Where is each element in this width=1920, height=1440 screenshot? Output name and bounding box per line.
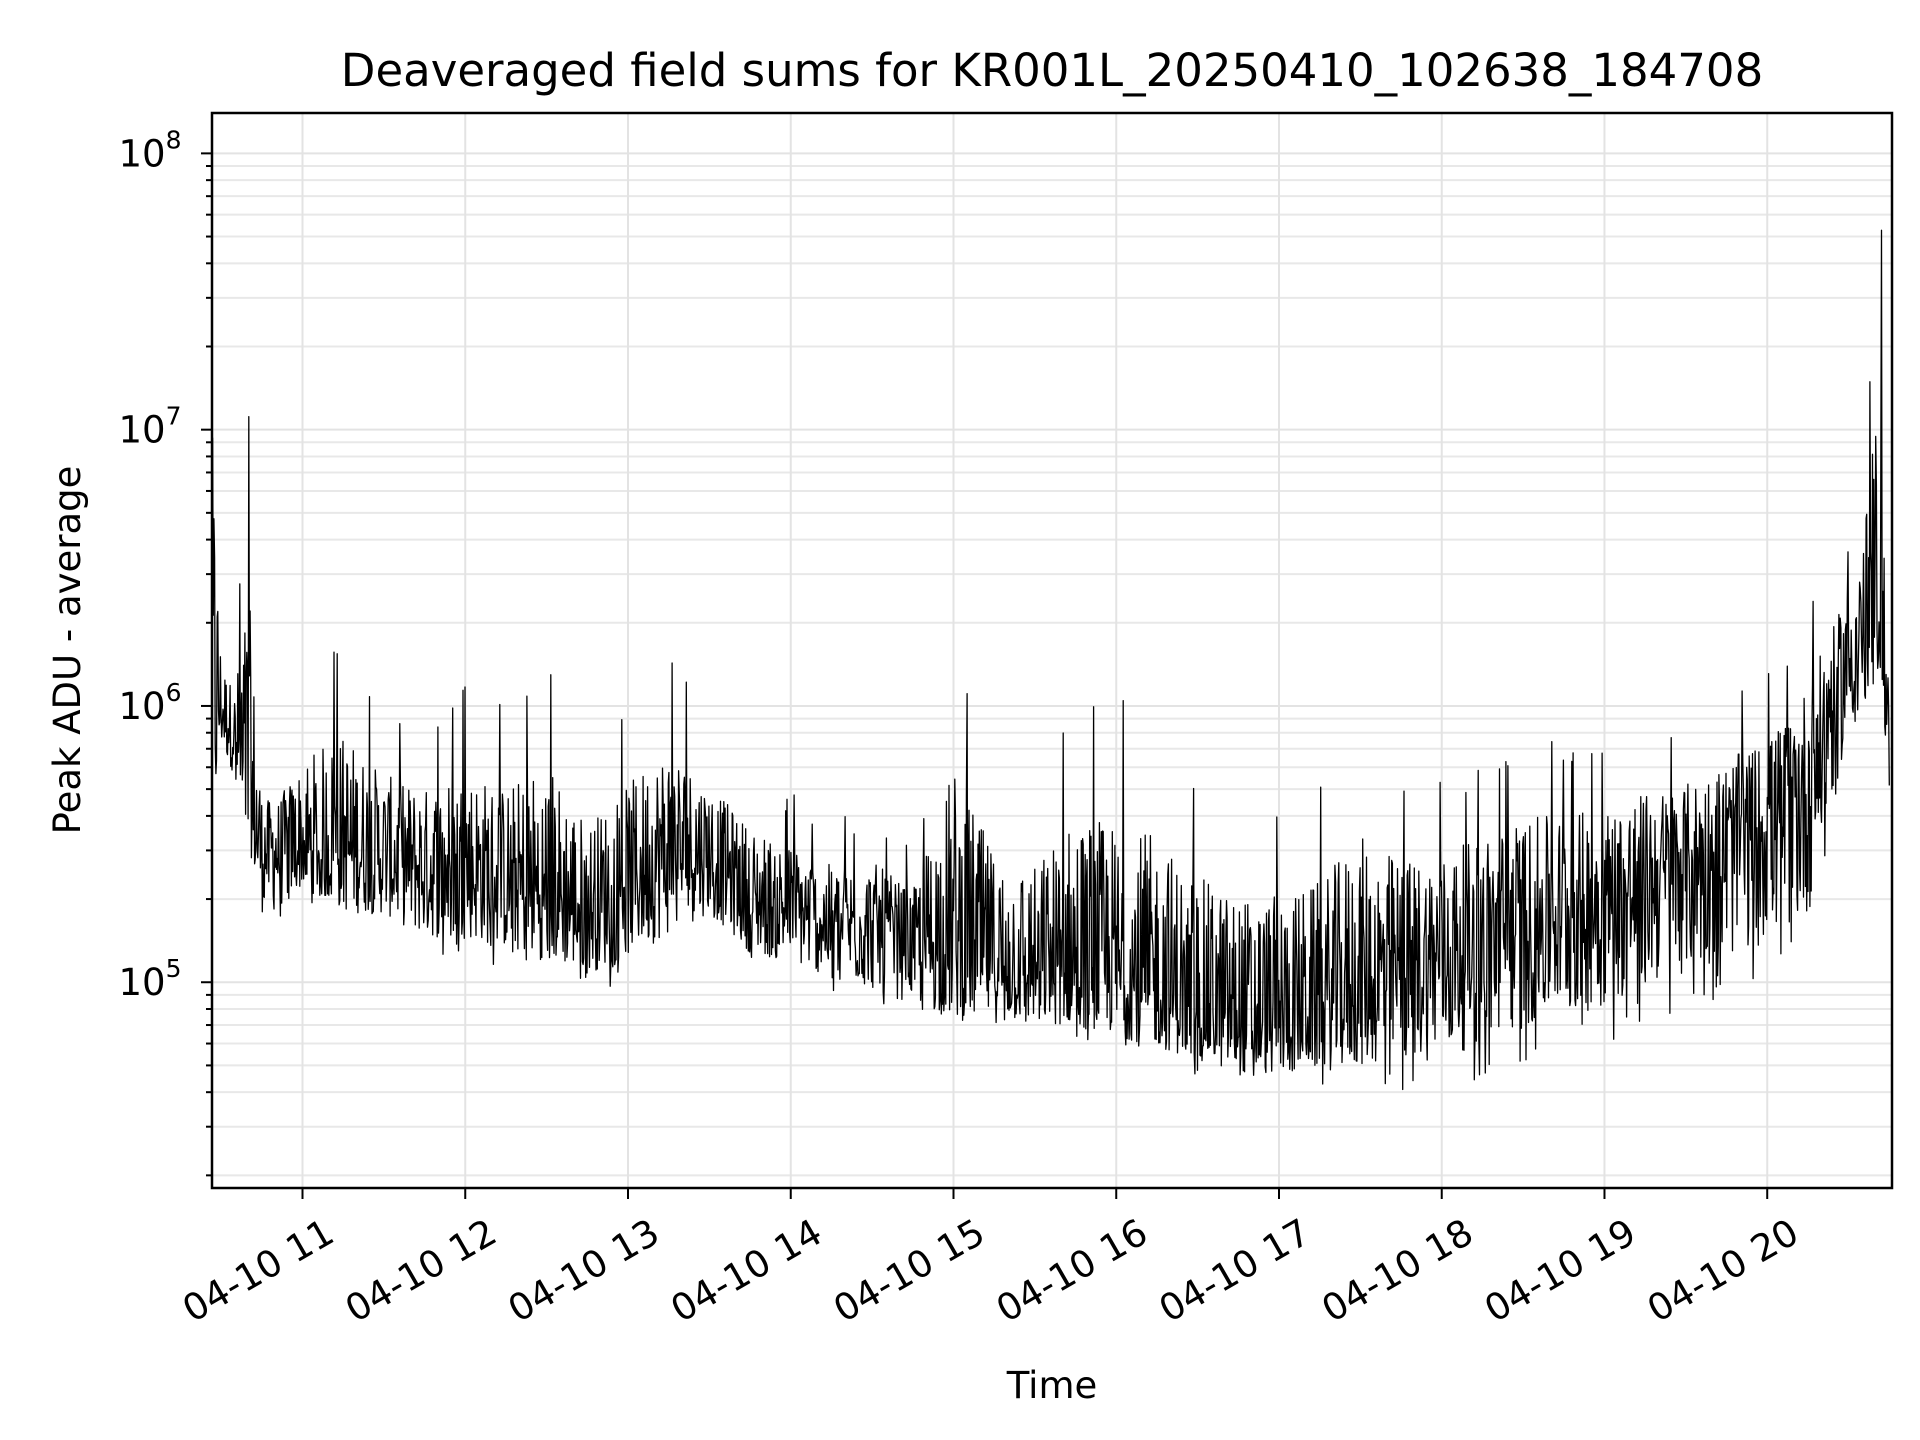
x-tick-label: 04-10 16	[989, 1211, 1155, 1331]
x-tick-label: 04-10 14	[664, 1211, 830, 1331]
x-tick-label: 04-10 15	[826, 1211, 992, 1331]
x-tick-label: 04-10 11	[175, 1211, 341, 1331]
x-tick-label: 04-10 13	[501, 1211, 667, 1331]
x-axis-label: Time	[1006, 1364, 1098, 1407]
y-tick-label: 107	[119, 402, 182, 452]
y-tick-label: 105	[119, 954, 182, 1004]
plot-frame	[210, 111, 1894, 1190]
y-tick-label: 106	[119, 678, 182, 728]
series-line	[211, 229, 1890, 1091]
x-tick-label: 04-10 20	[1640, 1211, 1806, 1331]
grid-layer	[212, 113, 1892, 1188]
y-axis-label: Peak ADU - average	[46, 466, 89, 835]
x-tick-label: 04-10 12	[338, 1211, 504, 1331]
x-tick-label: 04-10 19	[1477, 1211, 1643, 1331]
chart-title: Deaveraged field sums for KR001L_2025041…	[341, 44, 1763, 97]
y-tick-label: 108	[119, 125, 182, 175]
series-layer	[211, 229, 1890, 1091]
x-tick-label: 04-10 18	[1315, 1211, 1481, 1331]
x-tick-label: 04-10 17	[1152, 1211, 1318, 1331]
